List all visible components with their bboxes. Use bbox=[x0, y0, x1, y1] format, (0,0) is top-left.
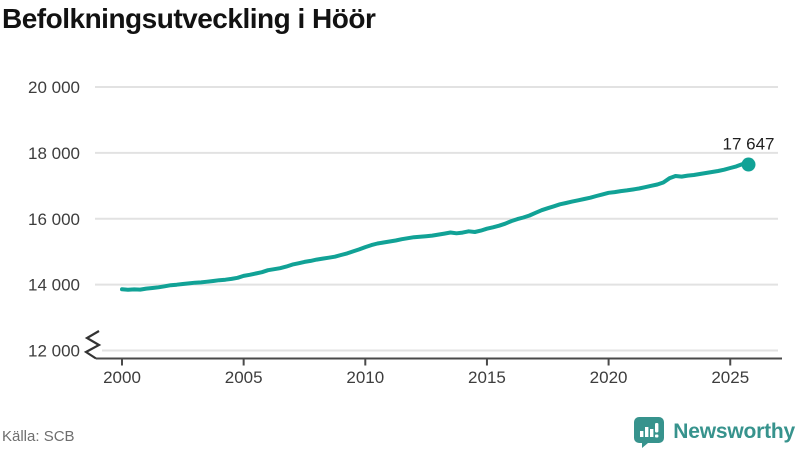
newsworthy-logo: Newsworthy bbox=[633, 416, 795, 448]
population-line bbox=[120, 162, 751, 292]
mini-bar-chart-glyph bbox=[640, 423, 659, 438]
y-tick-label: 18 000 bbox=[28, 144, 80, 163]
newsworthy-logo-text: Newsworthy bbox=[673, 420, 795, 443]
latest-point bbox=[741, 157, 756, 172]
x-tick-label: 2025 bbox=[711, 368, 749, 387]
speech-bubble-shape bbox=[634, 417, 665, 448]
y-tick-label: 20 000 bbox=[28, 78, 80, 97]
y-tick-label: 14 000 bbox=[28, 276, 80, 295]
x-tick-label: 2015 bbox=[468, 368, 506, 387]
y-tick-label: 16 000 bbox=[28, 210, 80, 229]
x-tick-label: 2020 bbox=[590, 368, 628, 387]
x-tick-label: 2005 bbox=[225, 368, 263, 387]
x-tick-label: 2010 bbox=[346, 368, 384, 387]
y-tick-label: 12 000 bbox=[28, 342, 80, 361]
source-note: Källa: SCB bbox=[2, 428, 75, 445]
newsworthy-logo-icon bbox=[634, 417, 665, 448]
x-tick-label: 2000 bbox=[103, 368, 141, 387]
population-line-chart: 12 000 14 000 16 000 18 000 20 000 2000 2005 20… bbox=[28, 78, 782, 387]
axis-break-icon bbox=[83, 330, 102, 360]
chart-title: Befolkningsutveckling i Höör bbox=[2, 3, 376, 34]
latest-value-label: 17 647 bbox=[722, 135, 774, 154]
